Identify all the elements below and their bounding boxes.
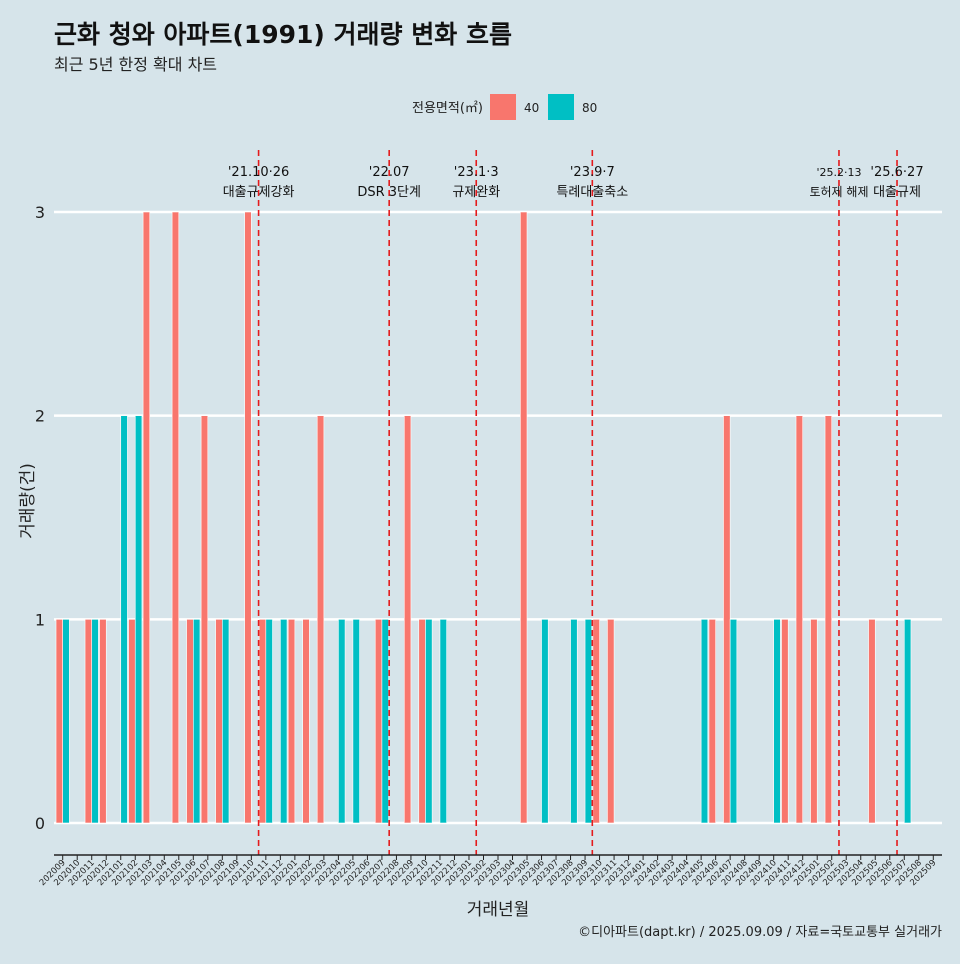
bar-80-202101 <box>120 415 128 824</box>
event-date-label: '22.07 <box>369 165 410 180</box>
event-label: 대출규제강화 <box>223 185 295 200</box>
y-tick-label: 3 <box>35 203 45 222</box>
event-label: DSR 3단계 <box>357 185 421 200</box>
legend-swatch-80 <box>548 94 574 120</box>
bar-40-202411 <box>781 619 789 824</box>
bar-40-202406 <box>708 619 716 824</box>
bar-40-202111 <box>258 619 267 824</box>
x-axis: 2020092020102020112020122021012021022021… <box>38 854 942 888</box>
bar-80-202102 <box>134 415 143 824</box>
bar-40-202107 <box>200 415 209 824</box>
bar-80-202111 <box>265 619 273 824</box>
legend-label-80: 80 <box>582 101 597 115</box>
y-axis: 0 1 2 3 <box>35 203 45 833</box>
bar-80-202207 <box>381 619 389 824</box>
bar-80-202205 <box>352 619 360 824</box>
bar-40-202012 <box>99 619 107 824</box>
bar-80-202210 <box>425 619 433 824</box>
caption: ©디아파트(dapt.kr) / 2025.09.09 / 자료=국토교통부 실… <box>578 925 942 940</box>
bar-40-202305 <box>520 211 528 824</box>
bar-40-202106 <box>186 619 194 824</box>
bar-40-202207 <box>374 619 383 824</box>
bars <box>55 211 912 824</box>
event-label: 규제완화 <box>452 185 500 200</box>
bar-80-202410 <box>773 619 781 824</box>
y-tick-label: 0 <box>35 814 45 833</box>
bar-40-202105 <box>171 211 180 824</box>
bar-40-202407 <box>723 415 731 824</box>
legend-label-40: 40 <box>524 101 539 115</box>
bar-40-202209 <box>403 415 412 824</box>
bar-40-202103 <box>142 211 151 824</box>
bar-40-202102 <box>128 619 136 824</box>
bar-80-202106 <box>192 619 201 824</box>
bar-80-202204 <box>338 619 346 824</box>
bar-80-202309 <box>584 619 593 824</box>
legend: 전용면적(㎡) 40 80 <box>412 94 597 120</box>
bar-40-202311 <box>607 619 615 824</box>
y-axis-title: 거래량(건) <box>18 463 38 539</box>
bar-40-202202 <box>302 619 310 824</box>
bar-40-202203 <box>316 415 325 824</box>
bar-40-202110 <box>244 211 252 824</box>
bar-80-202112 <box>280 619 288 824</box>
bar-40-202011 <box>84 619 93 824</box>
bar-40-202210 <box>418 619 426 824</box>
event-date-label: '25.6·27 <box>870 165 923 180</box>
bar-40-202201 <box>287 619 296 824</box>
y-tick-label: 1 <box>35 610 45 629</box>
bar-80-202405 <box>700 619 709 824</box>
bar-80-202308 <box>570 619 578 824</box>
event-label: 특례대출축소 <box>556 185 628 200</box>
event-date-label: '21.10·26 <box>228 165 289 180</box>
bar-40-202108 <box>215 619 223 824</box>
event-date-label: '23.9·7 <box>570 165 615 180</box>
event-lines: '21.10·26 대출규제강화 '22.07 DSR 3단계 '23.1·3 규제완화 '… <box>223 150 924 855</box>
bar-80-202507 <box>903 619 912 824</box>
legend-swatch-40 <box>490 94 516 120</box>
x-axis-title: 거래년월 <box>467 900 530 920</box>
event-label: 토허제 해제 <box>809 185 868 199</box>
event-label: 대출규제 <box>873 185 921 200</box>
bar-40-202501 <box>810 619 818 824</box>
bar-80-202407 <box>729 619 738 824</box>
bar-80-202011 <box>91 619 99 824</box>
chart-subtitle: 최근 5년 한정 확대 차트 <box>54 55 217 74</box>
bar-40-202502 <box>824 415 833 824</box>
chart-title: 근화 청와 아파트(1991) 거래량 변화 흐름 <box>54 20 512 49</box>
y-tick-label: 2 <box>35 407 45 426</box>
event-date-label: '23.1·3 <box>454 165 499 180</box>
legend-title: 전용면적(㎡) <box>412 101 483 116</box>
bar-40-202310 <box>592 619 600 824</box>
event-date-label: '25.2·13 <box>816 166 861 179</box>
bar-40-202505 <box>868 619 876 824</box>
bar-80-202306 <box>541 619 549 824</box>
bar-80-202009 <box>62 619 70 824</box>
bar-80-202211 <box>439 619 447 824</box>
bar-40-202412 <box>795 415 804 824</box>
bar-40-202009 <box>55 619 64 824</box>
bar-80-202108 <box>222 619 230 824</box>
